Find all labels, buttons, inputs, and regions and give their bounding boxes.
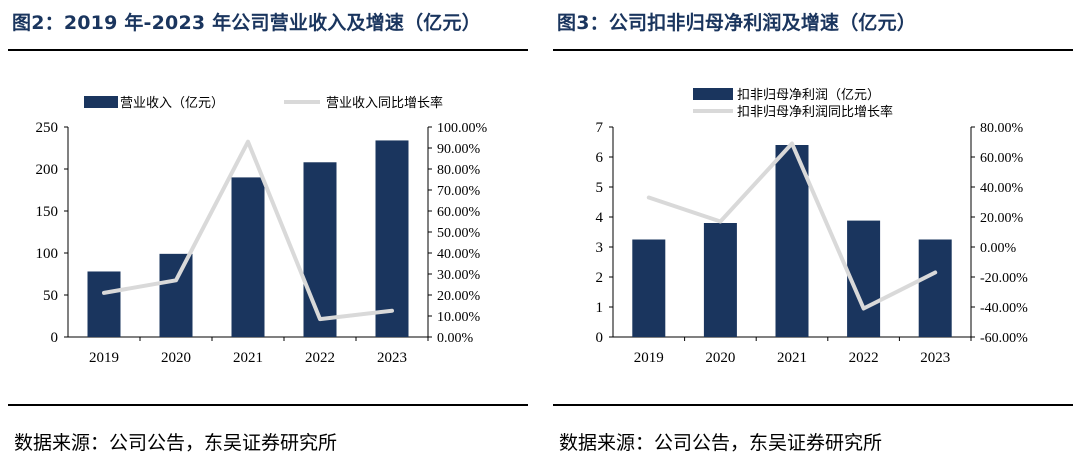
bar — [703, 223, 737, 337]
bar — [375, 140, 409, 337]
y-tick-label-right: 90.00% — [437, 142, 481, 157]
legend-label-line: 扣非归母净利润同比增长率 — [737, 104, 893, 120]
chart-title: 图3：公司扣非归母净利润及增速（亿元） — [557, 12, 917, 34]
y-tick-label-right: 30.00% — [437, 268, 481, 283]
bar — [159, 253, 193, 337]
y-tick-label-left: 50 — [43, 288, 58, 304]
y-tick-label-right: 20.00% — [980, 211, 1024, 226]
revenue-chart: 0 50 100 150 200 250 0.00% 10.00% 20.00% 30.00% 40… — [36, 95, 488, 366]
legend-swatch-bar — [693, 88, 733, 100]
x-tick-label: 2023 — [377, 350, 407, 366]
y-tick-label-right: 0.00% — [437, 331, 474, 346]
y-tick-label-right: 80.00% — [980, 121, 1024, 136]
y-tick-label-left: 100 — [36, 246, 59, 262]
top-divider — [8, 49, 528, 51]
y-tick-label-right: 100.00% — [437, 121, 488, 136]
y-tick-label-right: 20.00% — [437, 289, 481, 304]
y-tick-label-left: 200 — [36, 162, 59, 178]
bar — [632, 239, 666, 337]
y-tick-label-left: 0 — [596, 330, 604, 346]
x-tick-label: 2020 — [161, 350, 191, 366]
bottom-divider — [553, 404, 1073, 406]
y-tick-label-left: 6 — [596, 150, 604, 166]
source-note: 数据来源：公司公告，东吴证券研究所 — [14, 432, 338, 454]
y-tick-label-right: 10.00% — [437, 310, 481, 325]
y-tick-label-left: 4 — [596, 210, 604, 226]
y-tick-label-right: 60.00% — [437, 205, 481, 220]
y-tick-label-right: 40.00% — [437, 247, 481, 262]
legend-label-bar: 扣非归母净利润（亿元） — [737, 88, 880, 103]
y-tick-label-right: 40.00% — [980, 181, 1024, 196]
legend-label-line: 营业收入同比增长率 — [326, 95, 443, 111]
y-tick-label-left: 150 — [36, 204, 59, 220]
bar — [303, 162, 337, 337]
growth-line — [646, 141, 938, 311]
y-tick-label-right: 80.00% — [437, 163, 481, 178]
legend-label-bar: 营业收入（亿元） — [120, 96, 224, 111]
x-tick-label: 2022 — [305, 350, 335, 366]
chart-title: 图2：2019 年-2023 年公司营业收入及增速（亿元） — [12, 12, 481, 34]
y-tick-label-right: -40.00% — [980, 301, 1028, 316]
revenue-panel: 图2：2019 年-2023 年公司营业收入及增速（亿元） 0 50 100 150 2… — [8, 0, 528, 476]
y-tick-label-left: 0 — [51, 330, 59, 346]
x-tick-label: 2021 — [233, 350, 263, 366]
profit-chart: 0 1 2 3 4 5 6 7 -60.00% -40.00% -20.00% 0.00% 20.00%… — [596, 88, 1028, 366]
y-tick-label-right: 50.00% — [437, 226, 481, 241]
bar — [775, 145, 809, 337]
y-tick-label-left: 3 — [596, 240, 604, 256]
y-tick-label-right: 0.00% — [980, 241, 1017, 256]
x-tick-label: 2023 — [920, 350, 950, 366]
y-tick-label-left: 1 — [596, 300, 604, 316]
legend-swatch-bar — [84, 96, 118, 108]
y-tick-label-right: -20.00% — [980, 271, 1028, 286]
y-tick-label-right: 70.00% — [437, 184, 481, 199]
x-tick-label: 2020 — [705, 350, 735, 366]
y-tick-label-left: 5 — [596, 180, 604, 196]
x-tick-label: 2022 — [849, 350, 879, 366]
top-divider — [553, 49, 1073, 51]
y-tick-label-right: 60.00% — [980, 151, 1024, 166]
x-tick-label: 2021 — [777, 350, 807, 366]
bar — [918, 239, 952, 337]
bar — [231, 177, 265, 337]
y-tick-label-right: -60.00% — [980, 331, 1028, 346]
bar — [87, 271, 121, 337]
bottom-divider — [8, 404, 528, 406]
y-tick-label-left: 2 — [596, 270, 604, 286]
growth-line — [102, 139, 394, 322]
x-tick-label: 2019 — [89, 350, 119, 366]
y-tick-label-left: 250 — [36, 120, 59, 136]
profit-panel: 图3：公司扣非归母净利润及增速（亿元） 0 1 2 3 4 5 6 7 -60.00% -40.0… — [553, 0, 1073, 476]
x-tick-label: 2019 — [634, 350, 664, 366]
y-tick-label-left: 7 — [596, 120, 604, 136]
source-note: 数据来源：公司公告，东吴证券研究所 — [559, 432, 883, 454]
